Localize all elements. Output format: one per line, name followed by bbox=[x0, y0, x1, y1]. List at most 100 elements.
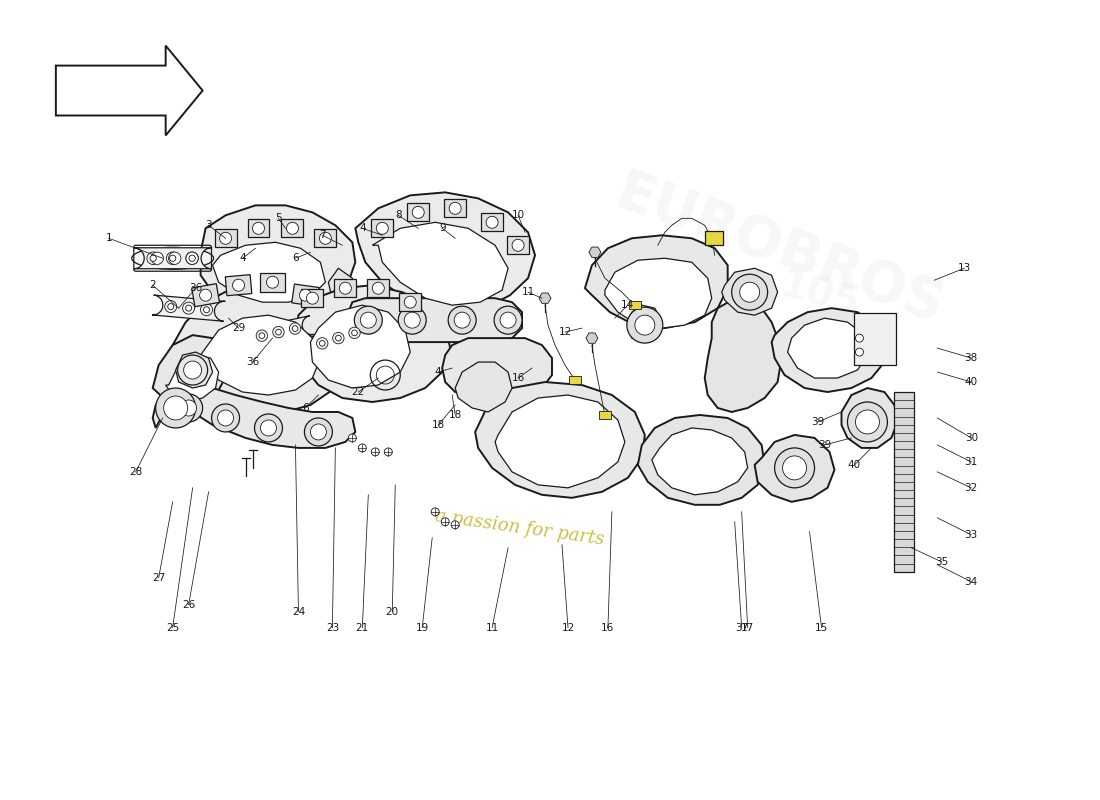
Circle shape bbox=[448, 306, 476, 334]
Text: 12: 12 bbox=[561, 622, 574, 633]
Polygon shape bbox=[296, 285, 450, 402]
Text: 17: 17 bbox=[741, 622, 755, 633]
Polygon shape bbox=[166, 355, 219, 402]
Circle shape bbox=[627, 307, 663, 343]
Text: 2: 2 bbox=[150, 280, 156, 290]
Text: 23: 23 bbox=[326, 622, 339, 633]
Circle shape bbox=[349, 434, 356, 442]
Circle shape bbox=[150, 255, 156, 262]
Polygon shape bbox=[191, 284, 220, 306]
Polygon shape bbox=[507, 236, 529, 254]
FancyBboxPatch shape bbox=[705, 231, 723, 246]
Circle shape bbox=[184, 361, 201, 379]
Circle shape bbox=[856, 348, 864, 356]
Text: 11: 11 bbox=[485, 622, 498, 633]
FancyBboxPatch shape bbox=[569, 376, 581, 384]
Circle shape bbox=[732, 274, 768, 310]
Polygon shape bbox=[153, 335, 229, 408]
Circle shape bbox=[376, 222, 388, 234]
Circle shape bbox=[405, 296, 416, 308]
Polygon shape bbox=[705, 300, 782, 412]
Text: EUROBROS: EUROBROS bbox=[608, 166, 952, 334]
Text: 11: 11 bbox=[521, 287, 535, 297]
Circle shape bbox=[405, 312, 420, 328]
Circle shape bbox=[151, 252, 164, 264]
Circle shape bbox=[317, 338, 328, 349]
Circle shape bbox=[189, 255, 196, 262]
Polygon shape bbox=[771, 308, 888, 392]
Polygon shape bbox=[212, 242, 326, 302]
Circle shape bbox=[336, 335, 341, 341]
Circle shape bbox=[441, 518, 449, 526]
Circle shape bbox=[147, 252, 160, 265]
Polygon shape bbox=[444, 199, 466, 218]
Circle shape bbox=[186, 252, 198, 264]
Circle shape bbox=[204, 306, 209, 313]
Text: 16: 16 bbox=[602, 622, 615, 633]
Text: 8: 8 bbox=[395, 210, 402, 220]
Circle shape bbox=[361, 312, 376, 328]
Text: 27: 27 bbox=[152, 573, 165, 582]
FancyBboxPatch shape bbox=[855, 313, 896, 365]
Circle shape bbox=[177, 355, 208, 385]
Circle shape bbox=[175, 394, 202, 422]
Circle shape bbox=[232, 279, 244, 291]
Circle shape bbox=[256, 330, 267, 342]
Circle shape bbox=[449, 202, 461, 214]
Text: a passion for parts: a passion for parts bbox=[434, 507, 606, 549]
Text: 19: 19 bbox=[416, 622, 429, 633]
Circle shape bbox=[266, 276, 278, 288]
Text: 6: 6 bbox=[293, 254, 299, 263]
FancyBboxPatch shape bbox=[629, 301, 641, 309]
Text: 32: 32 bbox=[965, 483, 978, 493]
Circle shape bbox=[354, 306, 383, 334]
Circle shape bbox=[500, 312, 516, 328]
Text: 4: 4 bbox=[434, 367, 441, 377]
Circle shape bbox=[349, 327, 360, 338]
Polygon shape bbox=[372, 222, 508, 305]
Circle shape bbox=[276, 330, 282, 335]
Circle shape bbox=[739, 282, 760, 302]
Text: 5: 5 bbox=[275, 214, 282, 223]
Text: 29: 29 bbox=[232, 323, 245, 333]
Circle shape bbox=[431, 508, 439, 516]
Text: 35: 35 bbox=[935, 557, 948, 566]
Circle shape bbox=[856, 410, 879, 434]
Polygon shape bbox=[134, 248, 211, 269]
Polygon shape bbox=[329, 268, 405, 328]
Circle shape bbox=[412, 206, 425, 218]
Circle shape bbox=[847, 402, 888, 442]
Polygon shape bbox=[455, 362, 513, 412]
Polygon shape bbox=[304, 318, 374, 358]
Circle shape bbox=[165, 301, 177, 313]
Text: 28: 28 bbox=[129, 467, 142, 477]
Text: 24: 24 bbox=[292, 606, 305, 617]
Circle shape bbox=[220, 232, 232, 244]
Circle shape bbox=[293, 326, 298, 331]
Text: 14: 14 bbox=[621, 300, 635, 310]
Text: 34: 34 bbox=[965, 577, 978, 586]
Polygon shape bbox=[399, 293, 421, 311]
Polygon shape bbox=[652, 428, 748, 495]
Circle shape bbox=[218, 410, 233, 426]
Polygon shape bbox=[200, 206, 355, 315]
Polygon shape bbox=[722, 268, 778, 315]
Polygon shape bbox=[176, 352, 212, 388]
Text: 105: 105 bbox=[776, 266, 864, 324]
Polygon shape bbox=[282, 219, 304, 238]
FancyBboxPatch shape bbox=[144, 247, 201, 270]
Text: 13: 13 bbox=[958, 263, 971, 274]
Polygon shape bbox=[214, 230, 236, 247]
Circle shape bbox=[359, 444, 366, 452]
Polygon shape bbox=[301, 289, 323, 307]
Polygon shape bbox=[355, 192, 535, 312]
Text: 30: 30 bbox=[965, 433, 978, 443]
Polygon shape bbox=[638, 415, 764, 505]
Polygon shape bbox=[481, 214, 503, 231]
Text: 31: 31 bbox=[965, 457, 978, 467]
Polygon shape bbox=[315, 230, 337, 247]
Text: 38: 38 bbox=[965, 353, 978, 363]
Circle shape bbox=[169, 255, 176, 262]
Text: 4: 4 bbox=[359, 223, 365, 234]
Polygon shape bbox=[349, 298, 522, 342]
